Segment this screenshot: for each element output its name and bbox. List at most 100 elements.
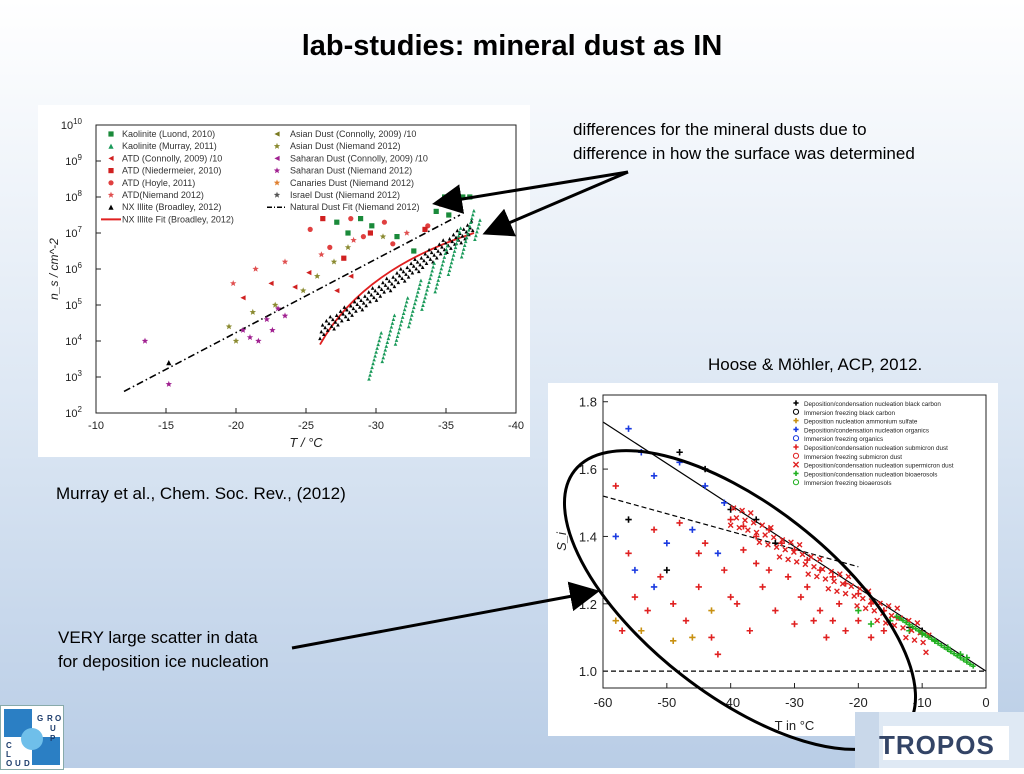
right-data-point <box>867 634 875 641</box>
left-x-tick-label: -15 <box>158 420 174 432</box>
left-data-point <box>411 248 417 254</box>
kaolinite-murray-point <box>462 243 467 247</box>
nx-illite-point <box>408 268 412 272</box>
bioaerosol-point <box>922 632 928 638</box>
left-data-point <box>381 219 387 225</box>
supermicron-dust-point <box>756 539 763 546</box>
right-data-point <box>721 499 728 506</box>
right-legend-label: Deposition nucleation ammonium sulfate <box>804 419 918 426</box>
supermicron-dust-point <box>802 561 809 568</box>
right-legend-marker <box>792 461 800 468</box>
nx-illite-point <box>356 295 361 300</box>
left-y-tick-label: 105 <box>65 297 82 312</box>
nx-illite-point <box>370 286 375 290</box>
nx-illite-point <box>338 309 343 313</box>
left-data-point <box>334 288 340 294</box>
kaolinite-murray-point <box>371 361 375 366</box>
scatter-line-1: VERY large scatter in data <box>58 628 258 647</box>
left-legend-label: Saharan Dust (Connolly, 2009) /10 <box>290 153 428 163</box>
kaolinite-murray-point <box>392 313 397 318</box>
right-data-point <box>676 519 683 527</box>
left-data-point <box>269 326 276 333</box>
cloud-group-logo: G R O U P C L O U D <box>0 705 64 770</box>
left-legend-marker <box>273 167 281 174</box>
kaolinite-murray-point <box>463 239 468 244</box>
left-legend-marker <box>108 168 114 174</box>
bioaerosol-point <box>938 643 944 648</box>
kaolinite-murray-point <box>454 241 459 246</box>
logo-letter-p: P <box>50 734 56 743</box>
nx-illite-point <box>402 279 407 283</box>
kaolinite-murray-point <box>444 247 449 252</box>
kaolinite-murray-point <box>373 353 377 358</box>
nx-illite-point <box>324 318 329 323</box>
nx-illite-point <box>415 260 420 264</box>
kaolinite-murray-point <box>461 247 466 251</box>
nx-illite-point <box>461 227 466 231</box>
kaolinite-murray-point <box>379 330 384 335</box>
right-y-tick-label: 1.8 <box>579 395 597 410</box>
supermicron-dust-point <box>894 605 901 612</box>
kaolinite-murray-point <box>446 272 451 276</box>
left-y-tick-label: 104 <box>65 333 82 348</box>
nx-illite-point <box>357 305 362 309</box>
nx-illite-point <box>379 287 384 291</box>
differences-note: differences for the mineral dusts due to… <box>573 118 993 166</box>
right-legend-marker <box>792 452 800 459</box>
nx-illite-point <box>373 288 377 293</box>
nx-illite-point <box>384 276 389 281</box>
right-data-point <box>650 472 658 480</box>
supermicron-dust-point <box>736 524 743 531</box>
right-data-point <box>816 607 824 614</box>
right-data-point <box>727 516 734 523</box>
kaolinite-murray-point <box>472 208 476 213</box>
nx-illite-point <box>378 294 383 298</box>
kaolinite-murray-point <box>434 285 438 290</box>
right-data-point <box>810 617 817 624</box>
left-data-point <box>422 226 428 232</box>
right-data-point <box>695 583 702 591</box>
kaolinite-murray-point <box>389 325 394 329</box>
kaolinite-murray-point <box>427 280 431 284</box>
left-legend-label: ATD(Niemand 2012) <box>122 190 204 200</box>
kaolinite-murray-point <box>369 369 373 373</box>
right-data-point <box>670 637 677 645</box>
right-data-point <box>797 593 805 601</box>
nx-illite-point <box>386 285 390 290</box>
kaolinite-murray-point <box>457 230 462 234</box>
nx-illite-point <box>349 303 353 308</box>
logo-letter-d: D <box>24 759 30 768</box>
kaolinite-murray-point <box>390 321 395 325</box>
nx-illite-point <box>390 281 394 286</box>
kaolinite-murray-point <box>455 237 460 242</box>
right-data-point <box>746 627 754 634</box>
kaolinite-murray-point <box>421 303 425 307</box>
kaolinite-murray-point <box>438 270 443 275</box>
nx-illite-point <box>359 298 363 302</box>
right-y-axis-label: S_i <box>554 531 569 551</box>
ns-temperature-chart: -10 -15 -20 -25 -30 -35 -40 102 103 104 105 106 107 1… <box>47 117 524 450</box>
right-data-point <box>625 550 632 557</box>
kaolinite-murray-point <box>408 317 413 321</box>
bioaerosol-point <box>967 661 973 667</box>
bioaerosol-point <box>954 653 960 659</box>
left-data-point <box>307 226 313 232</box>
nx-illite-point <box>368 299 372 304</box>
left-data-point <box>232 337 240 344</box>
left-data-point <box>166 360 172 366</box>
supermicron-dust-point <box>750 519 757 526</box>
nx-illite-point <box>426 254 430 259</box>
right-data-point <box>612 617 619 624</box>
supermicron-dust-point <box>865 588 872 595</box>
kaolinite-murray-point <box>385 340 390 344</box>
nx-illite-point <box>337 316 342 320</box>
supermicron-dust-point <box>859 595 866 602</box>
right-data-point <box>772 607 779 614</box>
nx-illite-point <box>464 229 469 234</box>
left-legend-label: NX Illite Fit (Broadley, 2012) <box>122 214 234 224</box>
nx-illite-point <box>320 322 325 327</box>
nx-illite-point <box>413 257 417 261</box>
supermicron-dust-point <box>882 620 889 626</box>
nx-illite-point <box>401 269 406 274</box>
nx-illite-point <box>438 251 443 256</box>
